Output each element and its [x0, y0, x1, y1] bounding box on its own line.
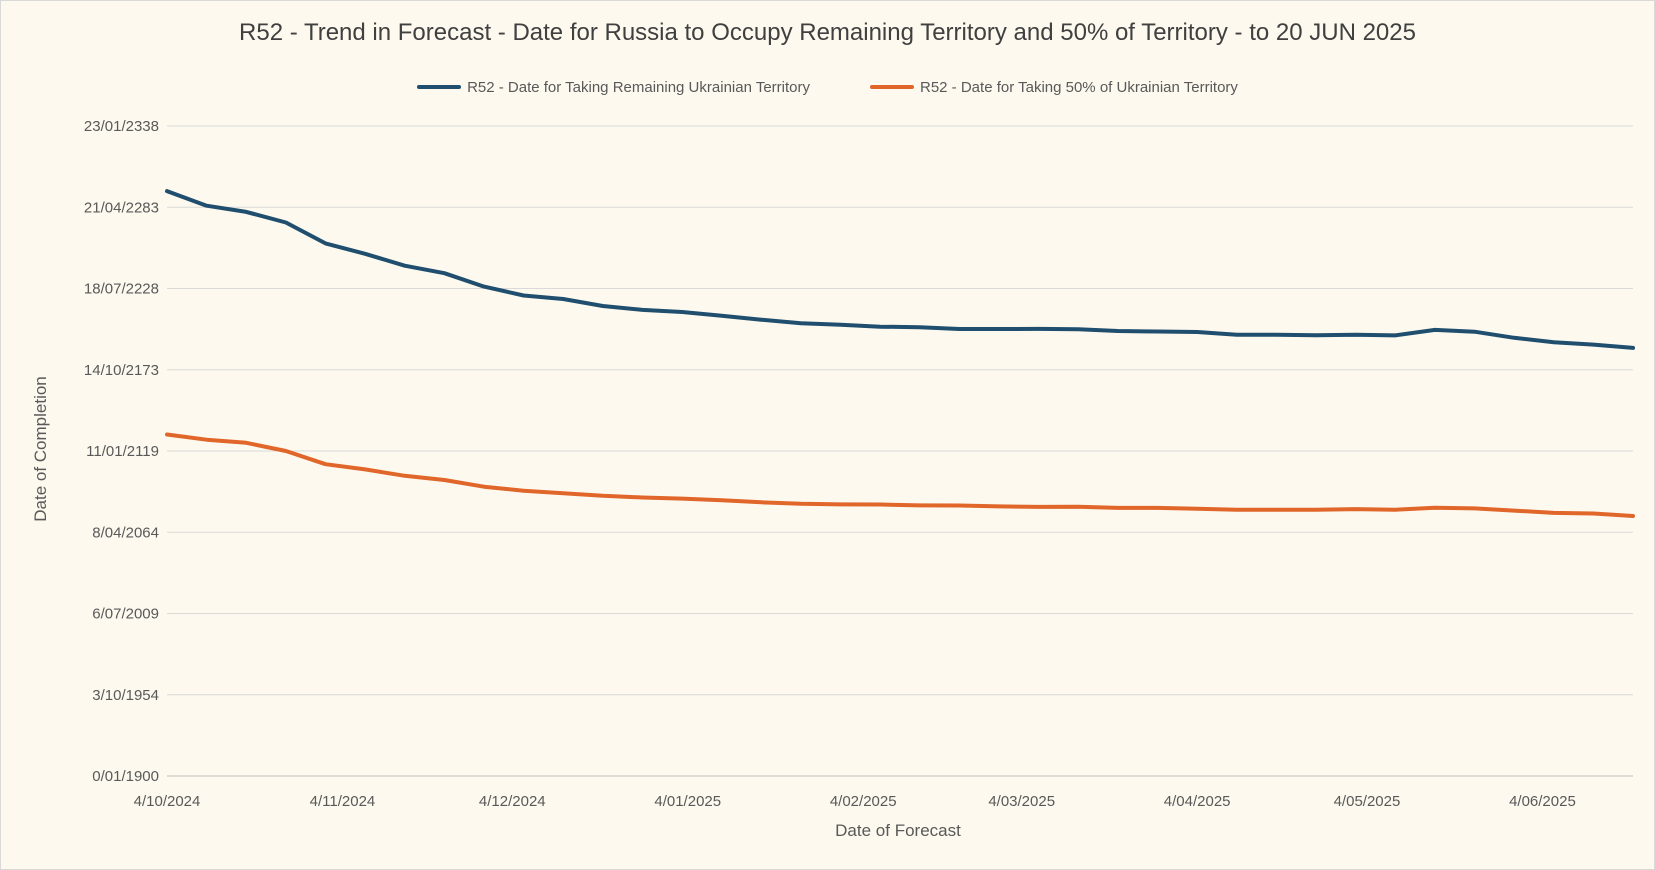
- y-tick-label: 23/01/2338: [84, 118, 159, 135]
- legend-label-50-percent: R52 - Date for Taking 50% of Ukrainian T…: [920, 78, 1238, 96]
- x-tick-label: 4/10/2024: [134, 793, 201, 810]
- legend-item-50-percent: R52 - Date for Taking 50% of Ukrainian T…: [870, 79, 1238, 96]
- chart-title: R52 - Trend in Forecast - Date for Russi…: [239, 19, 1416, 46]
- x-tick-label: 4/01/2025: [654, 793, 721, 810]
- x-tick-label: 4/05/2025: [1334, 793, 1401, 810]
- legend-swatch-remaining: [417, 85, 462, 89]
- y-tick-label: 0/01/1900: [92, 768, 159, 785]
- x-tick-label: 4/02/2025: [830, 793, 897, 810]
- x-tick-label: 4/03/2025: [988, 793, 1055, 810]
- series-lines: [165, 189, 1635, 518]
- y-tick-label: 14/10/2173: [84, 362, 159, 379]
- y-tick-label: 21/04/2283: [84, 199, 159, 216]
- y-tick-labels: 0/01/1900 3/10/1954 6/07/2009 8/04/2064 11/0…: [84, 118, 159, 785]
- y-axis-title: Date of Completion: [31, 376, 50, 522]
- y-tick-label: 3/10/1954: [92, 687, 159, 704]
- y-tick-label: 11/01/2119: [86, 443, 159, 460]
- x-tick-label: 4/11/2024: [310, 793, 376, 810]
- legend-item-remaining: R52 - Date for Taking Remaining Ukrainia…: [417, 79, 810, 96]
- x-tick-label: 4/06/2025: [1509, 793, 1576, 810]
- y-tick-label: 8/04/2064: [92, 524, 159, 541]
- legend-label-remaining: R52 - Date for Taking Remaining Ukrainia…: [467, 78, 810, 96]
- series-line-remaining: [165, 189, 1635, 350]
- legend-swatch-50-percent: [870, 85, 914, 89]
- y-tick-label: 6/07/2009: [92, 606, 159, 623]
- x-tick-label: 4/12/2024: [479, 793, 546, 810]
- x-tick-labels: 4/10/2024 4/11/2024 4/12/2024 4/01/2025 4/02…: [134, 793, 1576, 810]
- gridlines: [167, 125, 1633, 777]
- y-tick-label: 18/07/2228: [84, 281, 159, 298]
- legend: R52 - Date for Taking Remaining Ukrainia…: [1, 76, 1654, 98]
- x-tick-label: 4/04/2025: [1164, 793, 1231, 810]
- x-axis-title: Date of Forecast: [835, 821, 961, 840]
- series-line-50-percent: [165, 432, 1635, 518]
